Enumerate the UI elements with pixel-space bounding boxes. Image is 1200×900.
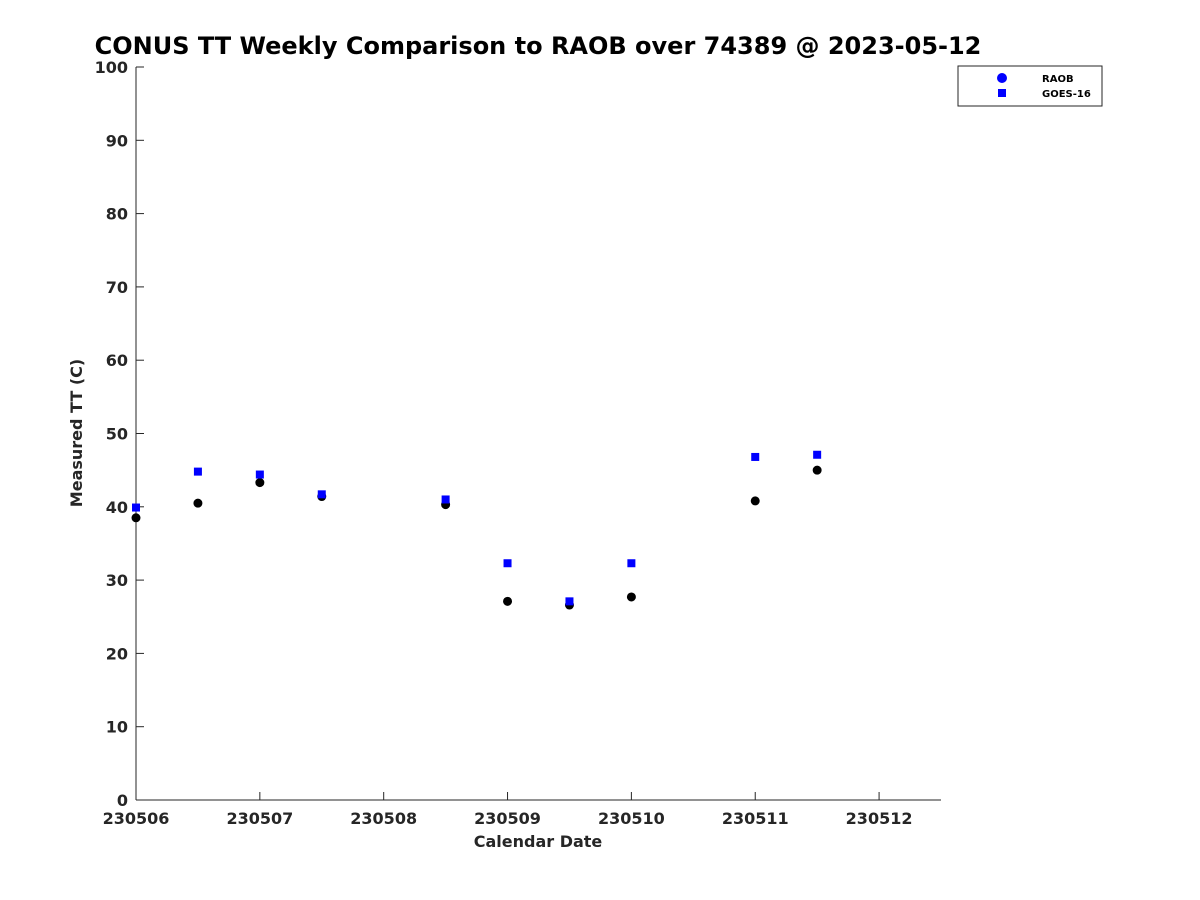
goes16-point	[813, 450, 822, 459]
raob-point	[131, 513, 141, 523]
x-tick-label: 230508	[350, 809, 417, 828]
y-axis-ticks: 0 10 20 30 40 50 60 70 80 90 100	[95, 58, 144, 810]
x-axis-ticks: 230506 230507 230508 230509 230510 230511 2305…	[103, 792, 913, 828]
y-tick-label: 60	[106, 351, 128, 370]
y-tick-label: 30	[106, 571, 128, 590]
x-tick-label: 230509	[474, 809, 541, 828]
series-raob	[131, 465, 822, 610]
x-axis-label: Calendar Date	[474, 832, 603, 851]
goes16-point	[503, 559, 512, 568]
raob-point	[750, 496, 760, 506]
x-tick-label: 230510	[598, 809, 665, 828]
goes16-point	[627, 559, 636, 568]
goes16-point	[132, 503, 140, 512]
y-tick-label: 10	[106, 718, 128, 737]
x-tick-label: 230506	[103, 809, 170, 828]
x-tick-label: 230507	[226, 809, 293, 828]
goes16-point	[193, 467, 202, 476]
y-tick-label: 0	[117, 791, 128, 810]
legend-box	[957, 65, 1103, 107]
legend-goes16-marker	[998, 89, 1006, 97]
goes16-point	[751, 452, 760, 461]
goes16-point	[565, 597, 574, 606]
y-tick-label: 40	[106, 498, 128, 517]
legend-goes16-label: GOES-16	[1042, 89, 1091, 100]
raob-point	[812, 465, 822, 475]
legend-raob-marker	[997, 73, 1007, 83]
x-tick-label: 230511	[722, 809, 789, 828]
x-tick-label: 230512	[846, 809, 913, 828]
raob-point	[503, 596, 513, 606]
raob-point	[626, 592, 636, 602]
legend-raob-label: RAOB	[1042, 74, 1074, 85]
y-tick-label: 90	[106, 131, 128, 150]
legend: RAOB GOES-16	[957, 65, 1103, 107]
series-goes-16	[132, 450, 822, 606]
y-axis-label: Measured TT (C)	[67, 359, 86, 507]
raob-point	[255, 478, 265, 488]
y-tick-label: 70	[106, 278, 128, 297]
y-tick-label: 20	[106, 644, 128, 663]
goes16-point	[441, 495, 450, 504]
y-tick-label: 80	[106, 205, 128, 224]
data-series	[131, 450, 822, 610]
plot-area	[135, 67, 941, 801]
y-tick-label: 50	[106, 425, 128, 444]
y-tick-label: 100	[95, 58, 128, 77]
raob-point	[193, 498, 203, 508]
chart-title: CONUS TT Weekly Comparison to RAOB over …	[95, 32, 982, 60]
goes16-point	[317, 490, 326, 499]
goes16-point	[255, 470, 264, 479]
